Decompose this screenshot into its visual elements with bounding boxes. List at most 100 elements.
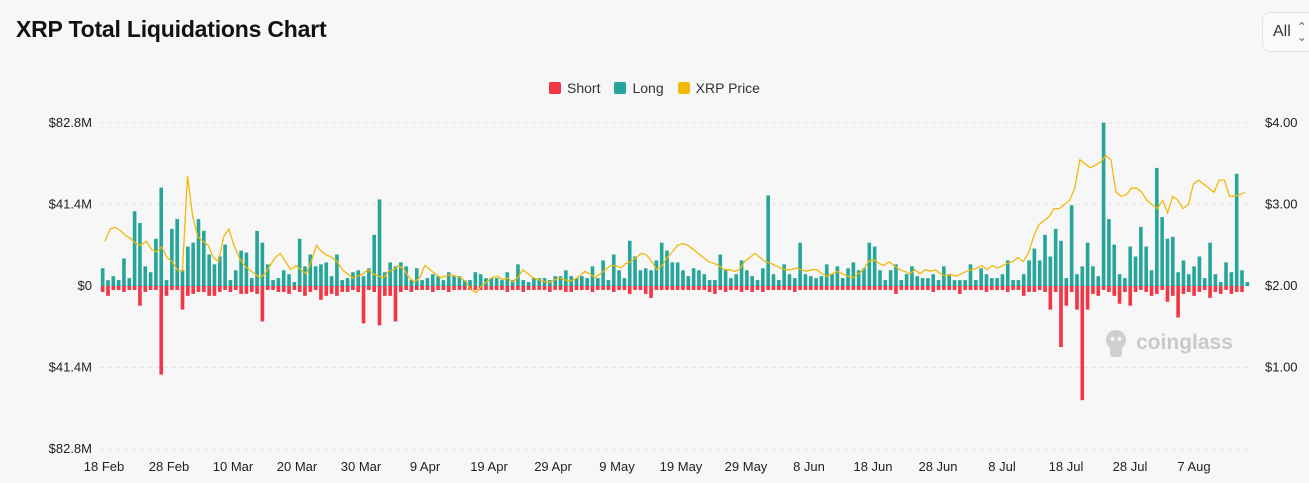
- short-bar: [1202, 286, 1207, 290]
- long-bar: [367, 268, 371, 286]
- short-bar: [271, 286, 275, 290]
- short-bar: [798, 286, 802, 290]
- long-bar: [1048, 256, 1053, 286]
- watermark-text: coinglass: [1136, 331, 1233, 354]
- long-bar: [899, 280, 904, 286]
- long-bar: [745, 270, 749, 286]
- short-bar: [606, 286, 611, 290]
- long-bar: [308, 254, 313, 286]
- short-bar: [484, 286, 488, 290]
- long-bar: [585, 278, 589, 286]
- long-bar: [995, 278, 999, 286]
- long-bar: [420, 280, 424, 286]
- short-bar: [574, 286, 579, 290]
- time-range-select[interactable]: All ⌃ ⌄: [1262, 12, 1309, 52]
- long-bar: [148, 272, 153, 286]
- short-bar: [399, 286, 403, 292]
- long-bar: [276, 278, 281, 286]
- long-bar: [835, 266, 840, 286]
- long-bar: [319, 264, 323, 286]
- long-bar: [1224, 262, 1228, 286]
- long-bar: [1096, 276, 1101, 286]
- long-bar: [489, 278, 494, 286]
- long-bar: [686, 276, 691, 286]
- short-bar: [532, 286, 536, 290]
- short-bar: [553, 286, 558, 290]
- short-bar: [755, 286, 760, 290]
- short-bar: [1197, 286, 1202, 292]
- long-bar: [383, 272, 387, 286]
- long-bar: [500, 280, 504, 286]
- short-bar: [516, 286, 520, 290]
- legend-label-short: Short: [567, 80, 601, 96]
- long-bar: [601, 260, 605, 286]
- long-bar: [532, 278, 536, 286]
- legend-item-price[interactable]: XRP Price: [677, 80, 760, 96]
- short-bar: [473, 286, 478, 290]
- long-bar: [718, 254, 723, 286]
- short-bar: [601, 286, 605, 290]
- long-bar: [265, 264, 270, 286]
- long-bar: [867, 242, 872, 286]
- long-bar: [633, 256, 637, 286]
- short-bar: [1064, 286, 1069, 306]
- short-bar: [186, 286, 190, 296]
- legend-swatch-short: [549, 82, 562, 94]
- long-bar: [792, 278, 797, 286]
- short-bar: [947, 286, 951, 290]
- legend-item-short[interactable]: Short: [549, 80, 600, 96]
- long-bar: [702, 274, 707, 286]
- long-bar: [1202, 278, 1207, 286]
- short-bar: [569, 286, 573, 292]
- long-bar: [1053, 228, 1058, 286]
- short-bar: [862, 286, 866, 290]
- short-bar: [388, 286, 392, 296]
- short-bar: [1234, 286, 1239, 292]
- short-bar: [681, 286, 685, 290]
- long-bar: [324, 262, 329, 286]
- short-bar: [665, 286, 669, 290]
- long-bar: [521, 280, 526, 286]
- long-bar: [862, 268, 866, 286]
- long-bar: [510, 280, 515, 286]
- long-bar: [1032, 248, 1037, 286]
- short-bar: [1037, 286, 1042, 290]
- x-tick-label: 19 May: [660, 459, 703, 474]
- short-bar: [633, 286, 637, 290]
- long-bar: [1245, 282, 1250, 286]
- short-bar: [702, 286, 707, 290]
- long-bar: [936, 280, 941, 286]
- short-bar: [824, 286, 829, 290]
- short-bar: [180, 286, 185, 310]
- long-bar: [335, 254, 339, 286]
- short-bar: [840, 286, 845, 290]
- short-bar: [345, 286, 350, 292]
- long-bar: [984, 274, 989, 286]
- short-bar: [649, 286, 653, 298]
- long-bar: [111, 276, 116, 286]
- short-bar: [659, 286, 664, 290]
- short-bar: [521, 286, 526, 292]
- short-bar: [116, 286, 121, 290]
- short-bar: [308, 286, 313, 292]
- short-bar: [1192, 286, 1196, 296]
- legend-item-long[interactable]: Long: [614, 80, 664, 96]
- short-bar: [707, 286, 712, 292]
- long-bar: [191, 242, 195, 286]
- long-bar: [122, 258, 126, 286]
- long-bar: [180, 270, 185, 286]
- long-bar: [803, 274, 808, 286]
- y-axis-left: $82.8M $41.4M $0 $41.4M $82.8M: [49, 115, 92, 456]
- long-bar: [1186, 274, 1191, 286]
- long-bar: [287, 274, 291, 286]
- long-bar: [963, 280, 967, 286]
- short-bars: [100, 286, 1244, 401]
- long-bar: [1229, 272, 1234, 286]
- long-bar: [830, 274, 834, 286]
- long-bar: [313, 266, 318, 286]
- long-bar: [239, 250, 243, 286]
- long-bar: [372, 234, 376, 286]
- short-bar: [148, 286, 153, 290]
- short-bar: [1218, 286, 1223, 294]
- short-bar: [239, 286, 243, 294]
